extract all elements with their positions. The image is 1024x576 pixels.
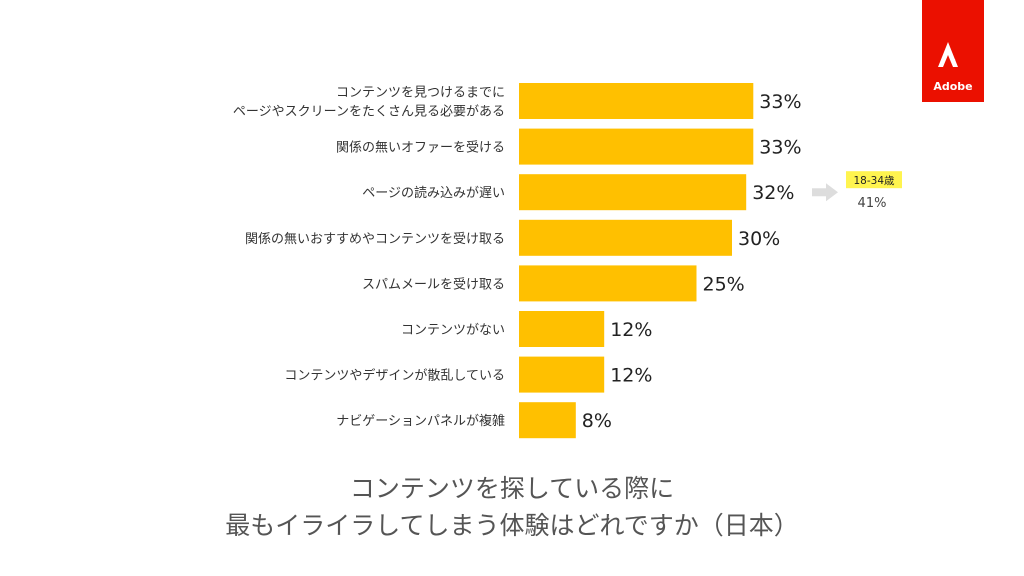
bars-layer — [519, 83, 754, 439]
adobe-logo-text: Adobe — [933, 80, 972, 93]
bar-3 — [519, 219, 732, 256]
adobe-logo-badge — [922, 0, 984, 102]
value-label-3: 30% — [738, 228, 780, 250]
value-label-4: 25% — [703, 273, 745, 295]
bar-7 — [519, 402, 576, 439]
bar-2 — [519, 174, 747, 211]
callout-value-label: 41% — [858, 196, 887, 211]
bar-4 — [519, 265, 697, 302]
callout-arrow-icon — [812, 183, 838, 202]
adobe-logo: Adobe — [922, 0, 984, 102]
value-label-6: 12% — [610, 365, 652, 387]
bar-0 — [519, 83, 754, 119]
category-labels: コンテンツを見つけるまでにページやスクリーンをたくさん見る必要がある関係の無いオ… — [233, 86, 505, 430]
category-label-1: 関係の無いオファーを受ける — [336, 141, 505, 156]
category-label-3: 関係の無いおすすめやコンテンツを受け取る — [245, 232, 505, 247]
adobe-a-icon — [938, 42, 958, 67]
bar-5 — [519, 311, 605, 347]
chart-title-line-1: コンテンツを探している際に — [350, 474, 674, 503]
chart-title: コンテンツを探している際に 最もイライラしてしまう体験はどれですか（日本） — [225, 474, 799, 540]
category-label-7: ナビゲーションパネルが複雑 — [336, 413, 505, 429]
value-labels: 33% 33% 32% 30% 25% 12% 12% 8% — [582, 91, 802, 432]
value-label-7: 8% — [582, 410, 612, 432]
value-label-2: 32% — [752, 182, 794, 204]
callout-tag-label: 18-34歳 — [853, 175, 895, 187]
category-label-5: コンテンツがない — [401, 323, 505, 338]
bar-1 — [519, 128, 754, 165]
value-label-5: 12% — [610, 319, 652, 341]
chart-title-line-2: 最もイライラしてしまう体験はどれですか（日本） — [225, 511, 799, 540]
category-label-4: スパムメールを受け取る — [362, 277, 505, 292]
value-label-0: 33% — [759, 91, 801, 113]
category-label-2: ページの読み込みが遅い — [362, 185, 505, 201]
category-label-6: コンテンツやデザインが散乱している — [284, 368, 505, 384]
bar-6 — [519, 356, 605, 393]
age-callout: 18-34歳 41% — [812, 171, 902, 211]
category-label-0-line-0: コンテンツを見つけるまでに — [336, 86, 505, 101]
value-label-1: 33% — [759, 137, 801, 159]
category-label-0-line-1: ページやスクリーンをたくさん見る必要がある — [233, 105, 505, 120]
callout-tag-highlight — [846, 171, 902, 189]
